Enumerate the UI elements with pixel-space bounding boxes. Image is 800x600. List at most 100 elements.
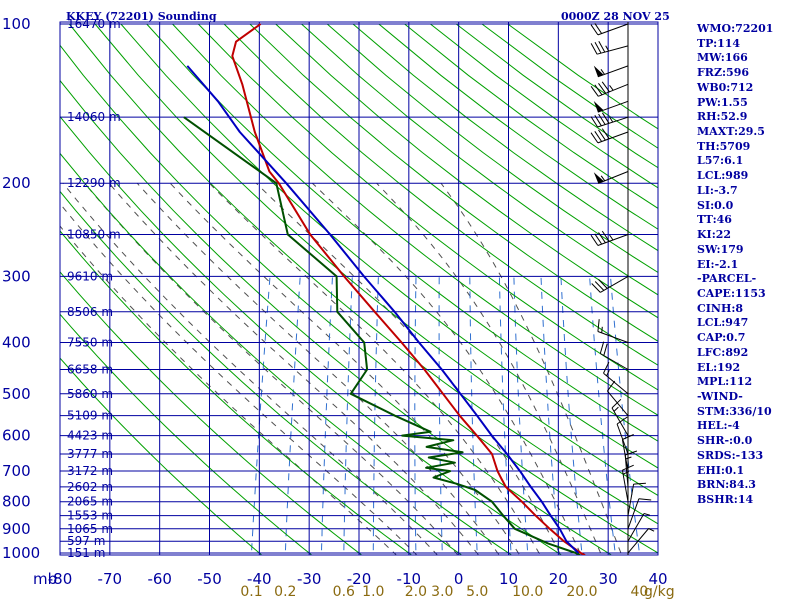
wind-barb xyxy=(591,275,629,293)
index-item: KI:22 xyxy=(697,228,732,242)
mixing-ratio-label: 40 xyxy=(630,584,648,600)
mixing-ratio-label: 20.0 xyxy=(566,584,597,600)
index-item: EL:192 xyxy=(697,360,741,374)
index-item: STM:336/10 xyxy=(697,404,772,418)
pressure-tick-label: 700 xyxy=(2,462,31,480)
dry-adiabat-line xyxy=(60,152,513,555)
dry-adiabat-line xyxy=(146,23,658,442)
temperature-tick-label: 10 xyxy=(499,570,518,588)
index-item: WB0:712 xyxy=(697,80,754,94)
wind-barb xyxy=(590,128,629,144)
index-item: BSHR:14 xyxy=(697,493,754,506)
pressure-tick-label: 100 xyxy=(2,15,31,33)
mixing-ratio-line xyxy=(414,276,417,555)
moist-adiabat-line xyxy=(108,182,480,555)
index-item: LCL:947 xyxy=(697,316,749,330)
index-item: FRZ:596 xyxy=(697,66,750,80)
index-item: LI:-3.7 xyxy=(697,183,738,197)
wind-barb xyxy=(627,513,651,542)
mixing-ratio-label: 5.0 xyxy=(466,584,488,600)
height-label: 5109 m xyxy=(67,409,113,423)
index-item: -PARCEL- xyxy=(697,272,757,286)
mixing-ratio-line xyxy=(469,276,478,555)
index-item: HEL:-4 xyxy=(697,419,740,433)
temperature-tick-label: -10 xyxy=(397,570,422,588)
wind-barb xyxy=(621,464,634,502)
wind-barb xyxy=(593,100,629,113)
dry-adiabat-line xyxy=(60,44,658,554)
plot-frame xyxy=(59,21,659,556)
height-label: 5860 m xyxy=(67,387,113,401)
mixing-ratio-label: 0.1 xyxy=(240,584,262,600)
wind-barb xyxy=(627,528,655,554)
moist-adiabat-line xyxy=(376,182,602,555)
height-label: 1553 m xyxy=(67,509,113,523)
pressure-tick-label: 900 xyxy=(2,520,31,538)
dry-adiabat-line xyxy=(352,23,658,252)
index-item: LFC:892 xyxy=(697,345,749,359)
wind-barb xyxy=(590,81,629,97)
height-label: 8506 m xyxy=(67,305,113,319)
temperature-axis: -80 -70 -60 -50 -40 -30 -20 -10 0 10 20 30 40 xyxy=(48,570,668,588)
temperature-tick-label: 20 xyxy=(549,570,568,588)
pressure-unit-label: mb xyxy=(33,570,57,588)
wind-barb xyxy=(590,23,629,36)
pressure-tick-label: 600 xyxy=(2,427,31,445)
dry-adiabat-line xyxy=(120,23,658,469)
wind-barb xyxy=(593,171,629,184)
height-label: 6658 m xyxy=(67,363,113,377)
pressure-axis: mb 100 200 300 400 500 600 700 800 900 1000 xyxy=(2,15,57,588)
mixing-ratio-label: 3.0 xyxy=(431,584,453,600)
index-item: SHR-:0.0 xyxy=(697,434,753,448)
height-labels: 16470 m 14060 m 12290 m 10850 m 9610 m 8506 m… xyxy=(67,17,121,560)
dry-adiabat-line xyxy=(60,190,463,555)
index-item: TH:5709 xyxy=(697,139,751,153)
moist-adiabat-line xyxy=(136,182,500,555)
mixing-ratio-label: 0.6 xyxy=(333,584,355,600)
station-title: KKEY (72201) Sounding xyxy=(66,10,217,23)
profile-lines xyxy=(183,23,586,555)
mixing-ratio-line xyxy=(560,276,583,555)
height-label: 2065 m xyxy=(67,495,113,509)
dry-adiabat-line xyxy=(68,23,658,525)
temperature-tick-label: 0 xyxy=(454,570,464,588)
dry-adiabat-line xyxy=(275,23,658,319)
dry-adiabat-line xyxy=(326,23,658,274)
index-item: CINH:8 xyxy=(697,301,744,315)
index-item: EI:-2.1 xyxy=(697,257,739,271)
height-label: 4423 m xyxy=(67,429,113,443)
wind-barb xyxy=(627,498,652,529)
mixing-ratio-line xyxy=(438,276,443,555)
wind-barb xyxy=(624,450,638,487)
temperature-tick-label: -70 xyxy=(98,570,123,588)
index-item: CAP:0.7 xyxy=(697,331,746,345)
index-item: -WIND- xyxy=(697,389,743,403)
temperature-tick-label: -30 xyxy=(297,570,322,588)
wind-barb xyxy=(590,112,629,128)
pressure-tick-label: 500 xyxy=(2,385,31,403)
index-item: WMO:72201 xyxy=(697,22,774,35)
wind-barb xyxy=(599,341,629,370)
index-item: CAPE:1153 xyxy=(697,286,766,300)
moist-adiabat-line xyxy=(312,182,582,555)
temperature-tick-label: -80 xyxy=(48,570,73,588)
index-item: EHI:0.1 xyxy=(697,463,745,477)
mixing-ratio-line xyxy=(250,276,271,555)
index-item: SRDS:-133 xyxy=(697,448,764,462)
temperature-tick-label: -20 xyxy=(347,570,372,588)
index-item: TT:46 xyxy=(697,213,732,227)
mixing-ratio-line xyxy=(372,276,379,555)
index-item: SW:179 xyxy=(697,242,744,256)
mixing-ratio-label: 10.0 xyxy=(512,584,543,600)
mixing-ratio-line xyxy=(589,276,616,555)
mixing-ratio-label: 0.2 xyxy=(274,584,296,600)
dewpoint-profile-line xyxy=(183,116,581,555)
index-item: PW:1.55 xyxy=(697,95,748,109)
moist-adiabat-line xyxy=(62,182,439,555)
parcel-profile-line xyxy=(186,65,580,554)
mixing-ratio-line xyxy=(343,276,353,555)
wind-barb xyxy=(627,482,646,516)
temperature-tick-label: 40 xyxy=(648,570,667,588)
index-item: L57:6.1 xyxy=(697,154,744,168)
